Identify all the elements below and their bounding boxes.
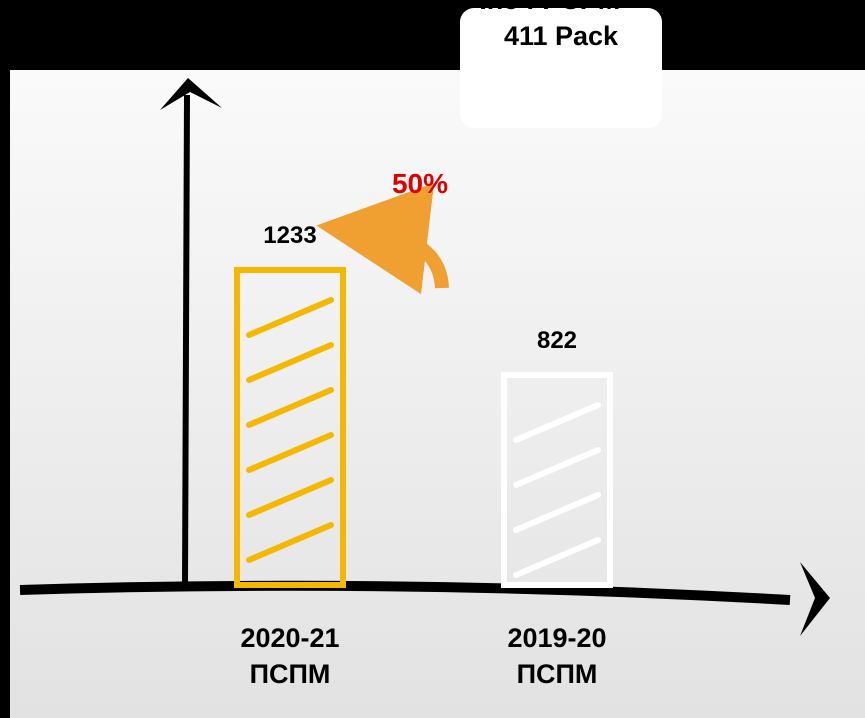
bar — [234, 267, 346, 588]
y-axis — [182, 94, 190, 586]
x-axis-arrow — [800, 562, 830, 636]
hatch — [246, 432, 334, 473]
panel — [10, 70, 865, 718]
value-label: 1233 — [263, 222, 317, 249]
hatch — [246, 477, 334, 518]
hatch — [246, 342, 334, 383]
hatch — [513, 537, 601, 578]
hatch — [513, 447, 601, 488]
value-label: 822 — [536, 327, 578, 354]
callout-box — [460, 8, 662, 128]
hatch — [513, 402, 601, 443]
increase-arrow — [316, 182, 449, 295]
hatch — [246, 522, 334, 563]
x-tick-label: 2020-21 ПСПМ — [240, 623, 340, 689]
hatch — [246, 387, 334, 428]
x-tick-label: 2019-20 ПСПМ — [507, 623, 607, 689]
bar — [501, 372, 613, 588]
y-axis-arrow — [160, 78, 222, 110]
hatch — [513, 492, 601, 533]
x-axis — [19, 580, 791, 605]
change-label: 50% — [391, 168, 449, 199]
callout-text: Inc : PCPM – 411 Pack — [479, 0, 643, 51]
hatch — [246, 297, 334, 338]
